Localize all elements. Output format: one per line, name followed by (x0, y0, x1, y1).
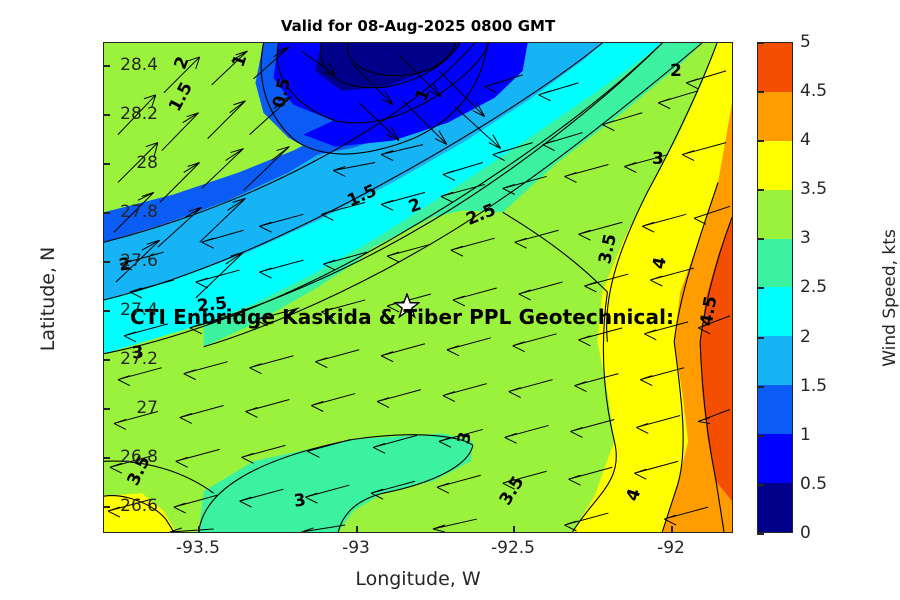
page-title: Valid for 08-Aug-2025 0800 GMT (280, 17, 556, 35)
colorbar-tick-label: 2 (800, 327, 811, 347)
x-axis-label: Longitude, W (355, 568, 481, 590)
y-tick-label: 27.8 (120, 202, 158, 222)
x-tick-label: -93.5 (176, 538, 220, 558)
colorbar-band (758, 140, 792, 190)
y-tick-label: 28.4 (120, 55, 158, 75)
colorbar-tick-label: 4.5 (800, 81, 828, 101)
x-tick-label: -92 (657, 538, 685, 558)
y-tick-label: 27.4 (120, 300, 158, 320)
colorbar-band (758, 434, 792, 484)
colorbar-band (758, 238, 792, 288)
y-tick-label: 27 (136, 398, 158, 418)
colorbar-band (758, 43, 792, 92)
y-tick-label: 27.2 (120, 349, 158, 369)
colorbar-band (758, 91, 792, 141)
wind-speed-contour-svg (104, 43, 732, 532)
colorbar-tick-label: 2.5 (800, 277, 828, 297)
colorbar-band (758, 287, 792, 337)
colorbar-tick-label: 4 (800, 130, 811, 150)
colorbar-title: Wind Speed, kts (880, 229, 900, 367)
y-tick-label: 26.6 (120, 496, 158, 516)
contour-label: 3 (292, 490, 308, 512)
colorbar-tick-label: 3 (800, 228, 811, 248)
colorbar-tick-label: 0.5 (800, 474, 828, 494)
y-tick-label: 27.6 (120, 251, 158, 271)
site-annotation-label: CTI Enbridge Kaskida & Tiber PPL Geotech… (130, 305, 675, 329)
y-tick-label: 28.2 (120, 104, 158, 124)
contour-plot-area: 2 1 0.5 1.5 1 1.5 2 2.5 2 2 3 2.5 3 3.5 … (103, 42, 733, 533)
colorbar-band (758, 385, 792, 435)
colorbar-tick-label: 0 (800, 523, 811, 543)
star-marker (394, 293, 420, 319)
colorbar-band (758, 336, 792, 386)
colorbar-band (758, 483, 792, 532)
colorbar-tick-label: 1 (800, 425, 811, 445)
colorbar-band (758, 189, 792, 239)
x-tick-label: -92.5 (491, 538, 535, 558)
x-tick-label: -93 (342, 538, 370, 558)
colorbar-tick-label: 1.5 (800, 376, 828, 396)
colorbar-tick-label: 5 (800, 32, 811, 52)
y-tick-label: 28 (136, 153, 158, 173)
colorbar-tick-label: 3.5 (800, 179, 828, 199)
contour-label: 2 (670, 61, 682, 81)
y-axis-label: Latitude, N (37, 246, 59, 352)
contour-label: 3 (652, 149, 664, 169)
y-tick-label: 26.8 (120, 447, 158, 467)
